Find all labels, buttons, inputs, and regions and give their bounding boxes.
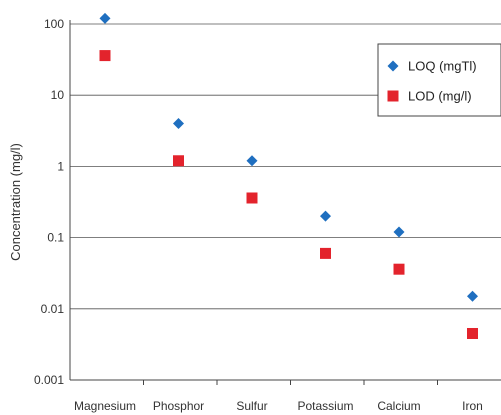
y-tick-label: 0.1 (47, 231, 64, 245)
y-tick-label: 1 (57, 159, 64, 173)
lod-point (246, 192, 258, 204)
loq-point (467, 290, 478, 302)
x-tick-label: Potassium (297, 399, 353, 413)
data-marks (99, 12, 478, 339)
legend-label: LOD (mg/l) (408, 89, 472, 104)
loq-point (246, 155, 258, 167)
x-tick-label: Calcium (377, 399, 420, 413)
axes (69, 20, 501, 385)
lod-point (99, 50, 111, 62)
lod-point (393, 263, 405, 275)
loq-point (173, 118, 184, 130)
lod-point (173, 155, 184, 167)
loq-point (393, 226, 405, 238)
x-tick-label: Iron (462, 399, 483, 413)
y-tick-label: 10 (51, 88, 65, 102)
loq-point (99, 12, 111, 24)
legend: LOQ (mgTl) LOD (mg/l) (377, 43, 501, 117)
tick-labels: 100 10 1 0.1 0.01 0.001 Magnesium Phosphor Sulfu… (34, 17, 483, 413)
y-tick-label: 0.001 (34, 373, 64, 387)
lod-point (320, 247, 331, 259)
y-tick-label: 0.01 (41, 302, 65, 316)
loq-point (320, 210, 331, 222)
legend-label: LOQ (mgTl) (408, 59, 477, 74)
x-tick-label: Phosphor (153, 399, 204, 413)
x-tick-label: Magnesium (74, 399, 136, 413)
legend-lod-marker (387, 90, 399, 102)
y-axis-title: Concentration (mg/l) (8, 143, 23, 261)
legend-box (377, 43, 501, 117)
lod-point (467, 327, 478, 339)
x-tick-label: Sulfur (236, 399, 267, 413)
legend-loq-marker (387, 60, 399, 72)
y-tick-label: 100 (44, 17, 64, 31)
